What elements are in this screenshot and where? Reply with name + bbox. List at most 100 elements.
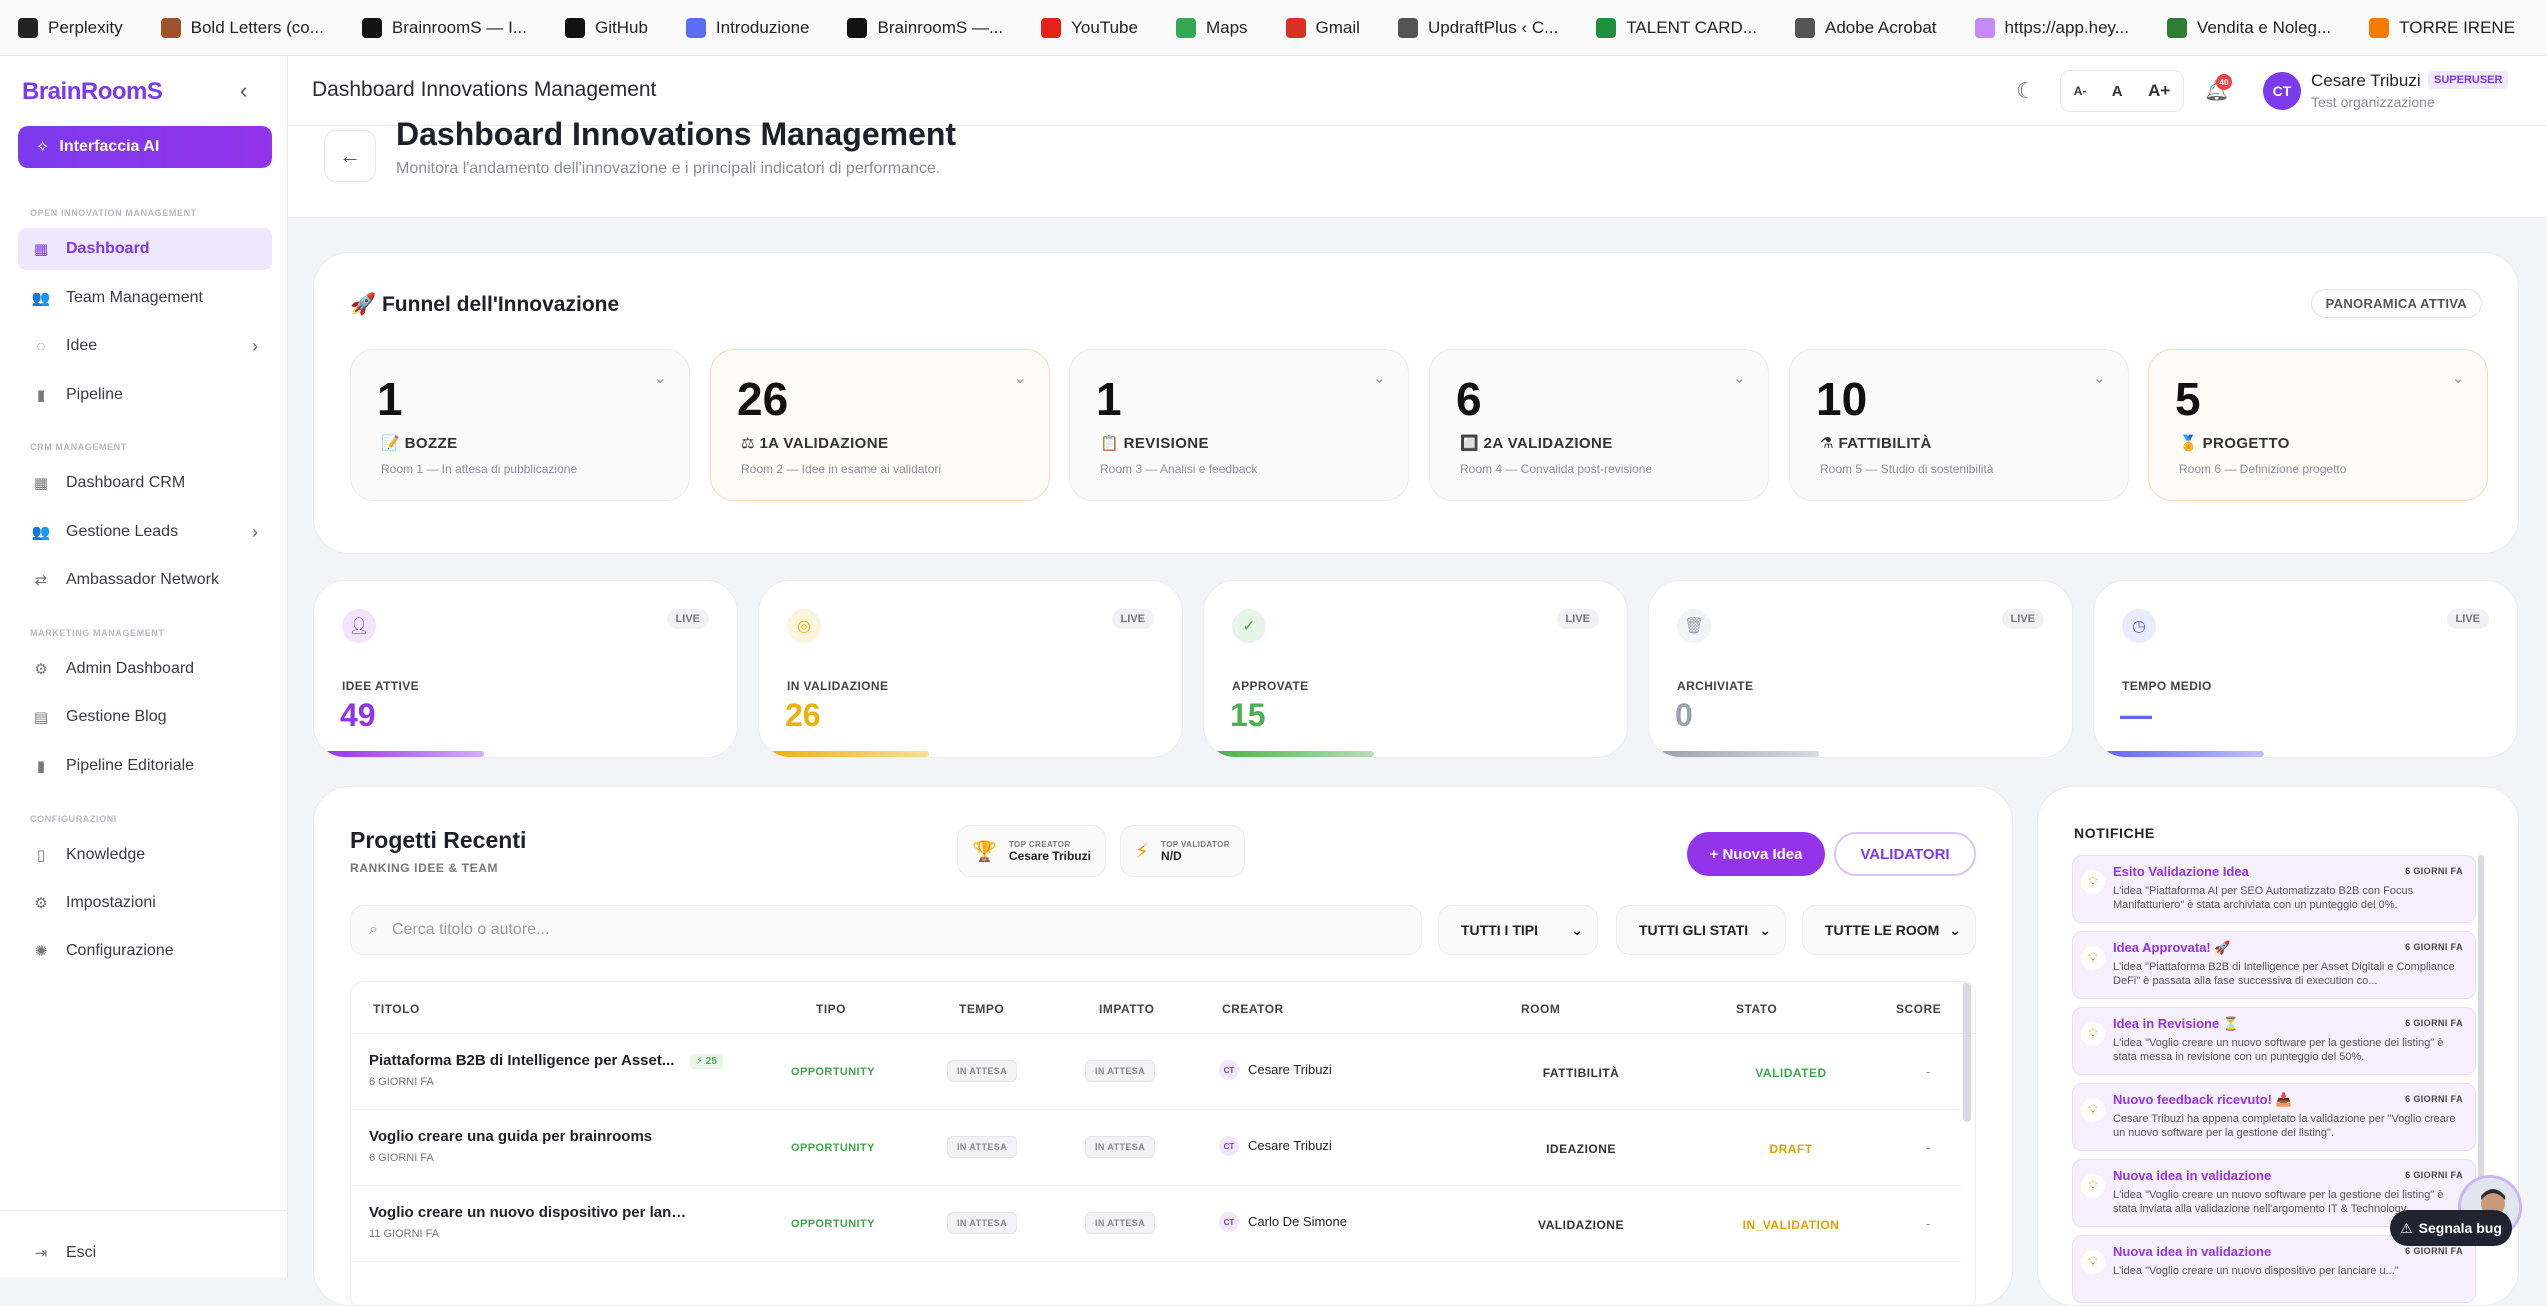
chevron-down-icon[interactable]: ⌄ [1372,370,1386,387]
bookmark-item[interactable]: BrainroomS — I... [361,17,527,38]
sidebar-item-pipeline-editoriale[interactable]: ▮ Pipeline Editoriale [18,745,272,787]
back-button[interactable]: ← [324,130,376,182]
sidebar-item-impostazioni[interactable]: ⚙ Impostazioni [18,882,272,924]
sidebar-item-gestione-blog[interactable]: ▤ Gestione Blog [33,708,167,726]
bookmark-item[interactable]: Perplexity [18,17,123,38]
creator-avatar: CT [1219,1212,1239,1232]
funnel-stage[interactable]: 1 📋 REVISIONE Room 3 — Analisi e feedback ⌄ [1069,349,1409,501]
kpi-accent-bar [1659,751,1819,757]
bookmark-favicon-icon [1175,17,1196,38]
chevron-down-icon[interactable]: ⌄ [2092,370,2106,387]
filter-room-select[interactable]: TUTTE LE ROOM ⌄ [1802,905,1976,955]
sidebar-item-dashboard-crm[interactable]: ▦ Dashboard CRM [33,474,186,492]
search-box: ⌕ [350,905,1422,955]
notification-item[interactable]: 💡︎ Idea in Revisione ⏳ 6 GIORNI FA L'idea "… [2072,1007,2476,1075]
new-idea-button[interactable]: + Nuova Idea [1687,832,1825,876]
sidebar-item-team-management[interactable]: 👥 Team Management [31,289,203,307]
report-bug-button[interactable]: ⚠ Segnala bug [2390,1210,2512,1246]
bookmark-item[interactable]: Maps [1175,17,1248,38]
filter-type-select[interactable]: TUTTI I TIPI ⌄ [1438,905,1598,955]
col-score[interactable]: SCORE [1896,1002,1942,1016]
notification-title: Idea in Revisione ⏳ [2113,1016,2240,1031]
bookmark-favicon-icon [18,17,38,38]
chevron-down-icon[interactable]: ⌄ [653,370,667,387]
col-impatto[interactable]: IMPATTO [1099,1002,1155,1016]
notification-item[interactable]: 💡︎ Nuovo feedback ricevuto! 📥 6 GIORNI FA C… [2072,1083,2476,1151]
sidebar-item-configurazione[interactable]: ✺ Configurazione [18,930,272,972]
table-row[interactable]: Piattaforma B2B di Intelligence per Asse… [351,1034,1961,1110]
funnel-stage[interactable]: 1 📝 BOZZE Room 1 — In attesa di pubblicazi… [350,349,690,501]
user-organization: Test organizzazione [2311,94,2435,110]
font-normal-button[interactable]: A [2111,82,2123,100]
logout-button[interactable]: ⇥ Esci [18,1232,272,1274]
table-row[interactable]: Voglio creare un nuovo dispositivo per l… [351,1186,1961,1262]
stage-icon: ⚗ [1820,435,1834,452]
bookmark-favicon-icon [160,17,181,38]
notification-item[interactable]: 💡︎ Esito Validazione Idea 6 GIORNI FA L'ide… [2072,855,2476,923]
bookmark-item[interactable]: TALENT CARD... [1596,17,1757,38]
bookmark-item[interactable]: GitHub [564,17,648,38]
col-room[interactable]: ROOM [1521,1002,1561,1016]
table-row[interactable]: Voglio creare una guida per brainrooms 6 … [351,1110,1961,1186]
funnel-stage[interactable]: 10 ⚗ FATTIBILITÀ Room 5 — Studio di sosten… [1789,349,2129,501]
col-stato[interactable]: STATO [1736,1002,1778,1016]
bookmark-item[interactable]: TORRE IRENE [2369,17,2515,38]
bookmark-item[interactable]: YouTube [1041,17,1138,38]
kpi-value: 15 [1230,697,1266,733]
kpi-card: ◷ LIVE TEMPO MEDIO — [2093,580,2518,758]
collapse-sidebar-icon[interactable]: ‹ [240,78,248,103]
bookmark-item[interactable]: BrainroomS —... [847,17,1003,38]
notifications-scrollbar[interactable] [2478,855,2484,1215]
font-decrease-button[interactable]: A- [2073,84,2087,98]
clock-icon: ◷ [2122,609,2156,643]
bookmark-item[interactable]: Gmail [1285,17,1360,38]
bookmark-item[interactable]: Introduzione [685,17,809,38]
kpi-label: TEMPO MEDIO [2122,679,2212,693]
bookmark-item[interactable]: Adobe Acrobat [1794,17,1937,38]
chevron-down-icon[interactable]: ⌄ [1732,370,1746,387]
bookmark-item[interactable]: Bold Letters (co... [160,17,324,38]
col-tipo[interactable]: TIPO [816,1002,847,1016]
sidebar-item-dashboard[interactable]: ▦ Dashboard [18,228,272,270]
row-title[interactable]: Voglio creare una guida per brainrooms [369,1128,653,1145]
moon-icon[interactable]: ☾ [2016,78,2036,103]
validators-button[interactable]: VALIDATORI [1834,832,1976,876]
bookmark-favicon-icon [1397,17,1418,38]
funnel-stage[interactable]: 6 🔲 2A VALIDAZIONE Room 4 — Convalida post… [1429,349,1769,501]
sidebar-item-pipeline[interactable]: ▮ Pipeline [18,374,272,416]
filter-status-select[interactable]: TUTTI GLI STATI ⌄ [1616,905,1786,955]
creator-avatar: CT [1219,1136,1239,1156]
brand-logo[interactable]: BrainRoomS [22,78,163,105]
row-title[interactable]: Voglio creare un nuovo dispositivo per l… [369,1204,689,1221]
funnel-stage[interactable]: 5 🏅 PROGETTO Room 6 — Definizione progetto… [2148,349,2488,501]
user-icon: 👤︎ [342,609,376,643]
row-title[interactable]: Piattaforma B2B di Intelligence per Asse… [369,1052,675,1069]
avatar[interactable]: CT [2263,72,2301,110]
sidebar-item-knowledge[interactable]: ▯ Knowledge [18,834,272,876]
ai-interface-button[interactable]: ✧ Interfaccia AI [18,126,272,168]
search-input[interactable] [391,921,1292,939]
sidebar-footer [0,1210,288,1211]
stage-count: 1 [1096,373,1122,425]
bookmark-item[interactable]: UpdraftPlus ‹ C... [1397,17,1558,38]
sidebar-item-ambassador-network[interactable]: ⇄ Ambassador Network [18,559,272,601]
col-tempo[interactable]: TEMPO [959,1002,1005,1016]
notification-item[interactable]: 💡︎ Idea Approvata! 🚀 6 GIORNI FA L'idea "Pi… [2072,931,2476,999]
bulb-icon: ◌ [36,337,46,355]
live-badge: LIVE [1556,609,1599,629]
col-titolo[interactable]: TITOLO [373,1002,420,1016]
bookmark-item[interactable]: Vendita e Noleg... [2166,17,2331,38]
font-increase-button[interactable]: A+ [2148,81,2171,100]
table-scrollbar[interactable] [1963,982,1971,1122]
sidebar-item-gestione-leads[interactable]: 👥 Gestione Leads › [31,521,258,542]
bookmark-favicon-icon [1041,17,1062,38]
sidebar-item-idee[interactable]: ◌ Idee › [18,325,272,367]
kpi-card: ◎ LIVE IN VALIDAZIONE 26 [758,580,1183,758]
bookmark-favicon-icon [1285,17,1306,38]
sidebar-item-admin-dashboard[interactable]: ⚙ Admin Dashboard [18,648,272,690]
bookmark-item[interactable]: https://app.hey... [1974,17,2129,38]
chevron-down-icon[interactable]: ⌄ [1013,370,1027,387]
chevron-down-icon[interactable]: ⌄ [2451,370,2465,387]
funnel-stage[interactable]: 26 ⚖ 1A VALIDAZIONE Room 2 — Idee in esame… [710,349,1050,501]
col-creator[interactable]: CREATOR [1222,1002,1284,1016]
